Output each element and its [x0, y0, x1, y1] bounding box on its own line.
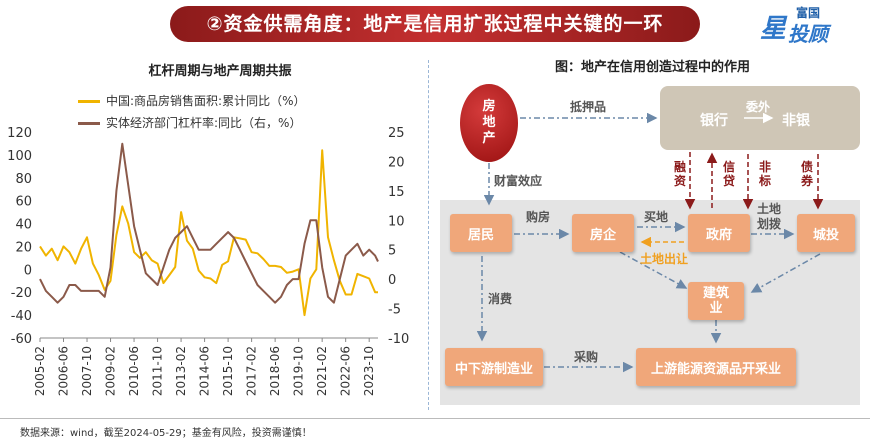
- government-node: 政府: [688, 214, 750, 252]
- y-left-tick-9: -60: [11, 332, 32, 347]
- bank-label: 银行: [700, 113, 728, 129]
- arrow-dev-construction: [619, 251, 688, 289]
- legend-item-sales: 中国:商品房销售面积:累计同比（%）: [78, 92, 306, 109]
- developers-label: 房企: [589, 227, 616, 243]
- x-tick-8: 2015-10: [221, 346, 235, 396]
- y-left-tick-8: -40: [11, 309, 32, 324]
- credit-label: 信贷: [722, 160, 735, 188]
- legend-swatch-leverage: [78, 122, 100, 125]
- y-left-tick-0: 120: [7, 126, 32, 141]
- government-label: 政府: [705, 227, 732, 243]
- logo-star-text: 星: [760, 14, 787, 44]
- wealth-effect-label: 财富效应: [494, 174, 543, 188]
- x-tick-9: 2017-02: [245, 346, 259, 396]
- x-tick-3: 2009-02: [104, 346, 118, 396]
- y-right-tick-4: 5: [388, 244, 396, 259]
- consume-label: 消费: [488, 292, 513, 306]
- line-chart: 120 100 80 60 40 20 0 -20 -40 -60 25 20 15 10 5 0 -5 -10 2…: [7, 126, 409, 396]
- y-left-tick-6: 0: [24, 263, 32, 278]
- panel-divider: [428, 60, 429, 410]
- construction-label: 建筑业: [702, 286, 729, 316]
- series-line-0: [39, 149, 378, 317]
- y-left-tick-7: -20: [11, 286, 32, 301]
- logo-main-text: 投顾: [788, 22, 828, 46]
- real-estate-node: 房地产: [460, 84, 518, 162]
- x-tick-10: 2018-06: [268, 346, 282, 396]
- collateral-label: 抵押品: [570, 100, 607, 114]
- x-tick-14: 2023-10: [362, 346, 376, 396]
- logo-top-text: 富国: [796, 6, 821, 20]
- buy-house-label: 购房: [526, 210, 551, 224]
- developers-node: 房企: [572, 214, 634, 252]
- chengtou-label: 城投: [812, 227, 839, 243]
- y-right-tick-2: 15: [388, 185, 405, 200]
- manufacturing-label: 中下游制造业: [454, 361, 533, 377]
- x-tick-1: 2006-06: [57, 346, 71, 396]
- x-tick-13: 2022-06: [339, 346, 353, 396]
- x-tick-0: 2005-02: [33, 346, 47, 396]
- x-tick-5: 2011-10: [151, 346, 165, 396]
- bank-arrow-label: 委外: [746, 100, 771, 114]
- real-estate-label: 房地产: [482, 99, 496, 146]
- purchase-label: 采购: [574, 350, 599, 364]
- header-banner: ②资金供需角度：地产是信用扩张过程中关键的一环: [170, 6, 700, 42]
- y-right-tick-5: 0: [388, 273, 396, 288]
- manufacturing-node: 中下游制造业: [445, 348, 543, 386]
- y-left-tick-5: 20: [15, 240, 32, 255]
- financing-label: 融资: [673, 160, 686, 188]
- y-right-tick-0: 25: [388, 126, 405, 141]
- source-note: 数据来源：wind，截至2024-05-29；基金有风险，投资需谨慎！: [20, 428, 312, 439]
- residents-label: 居民: [467, 227, 494, 243]
- x-tick-4: 2010-06: [127, 346, 141, 396]
- x-tick-7: 2014-06: [198, 346, 212, 396]
- legend-item-leverage: 实体经济部门杠杆率:同比（右，%）: [78, 114, 301, 131]
- y-right-tick-6: -5: [388, 303, 401, 318]
- y-right-tick-3: 10: [388, 214, 405, 229]
- footer-divider: [0, 418, 870, 419]
- legend-label-sales: 中国:商品房销售面积:累计同比（%）: [106, 94, 306, 108]
- bonds-label: 债券: [800, 160, 813, 188]
- y-left-tick-1: 100: [7, 149, 32, 164]
- x-tick-11: 2019-10: [292, 346, 306, 396]
- x-tick-12: 2021-02: [315, 346, 329, 396]
- upstream-label: 上游能源资源品开采业: [650, 361, 781, 377]
- y-left-tick-2: 80: [15, 172, 32, 187]
- series-line-1: [39, 142, 379, 304]
- y-right-tick-7: -10: [388, 332, 409, 347]
- brand-logo: 富国 星 投顾: [756, 2, 866, 46]
- chengtou-node: 城投: [797, 214, 855, 252]
- residents-node: 居民: [450, 214, 512, 252]
- y-right-tick-1: 20: [388, 155, 405, 170]
- legend-swatch-sales: [78, 100, 100, 103]
- buy-land-label: 买地: [644, 210, 669, 224]
- nonstandard-label: 非标: [758, 160, 771, 188]
- diagram-title: 图：地产在信用创造过程中的作用: [554, 60, 750, 75]
- y-left-tick-4: 40: [15, 218, 32, 233]
- arrow-ct-construction: [750, 253, 821, 293]
- header-title: ②资金供需角度：地产是信用扩张过程中关键的一环: [206, 13, 664, 35]
- upstream-node: 上游能源资源品开采业: [636, 348, 796, 386]
- y-left-tick-3: 60: [15, 195, 32, 210]
- land-sale-label: 土地出让: [640, 252, 689, 266]
- chart-title: 杠杆周期与地产周期共振: [148, 64, 292, 79]
- x-tick-2: 2007-10: [80, 346, 94, 396]
- x-tick-6: 2013-02: [174, 346, 188, 396]
- land-transfer-label: 土地划拨: [756, 202, 781, 231]
- legend-label-leverage: 实体经济部门杠杆率:同比（右，%）: [106, 116, 302, 130]
- nonbank-label: 非银: [782, 113, 810, 129]
- construction-node: 建筑业: [688, 282, 744, 320]
